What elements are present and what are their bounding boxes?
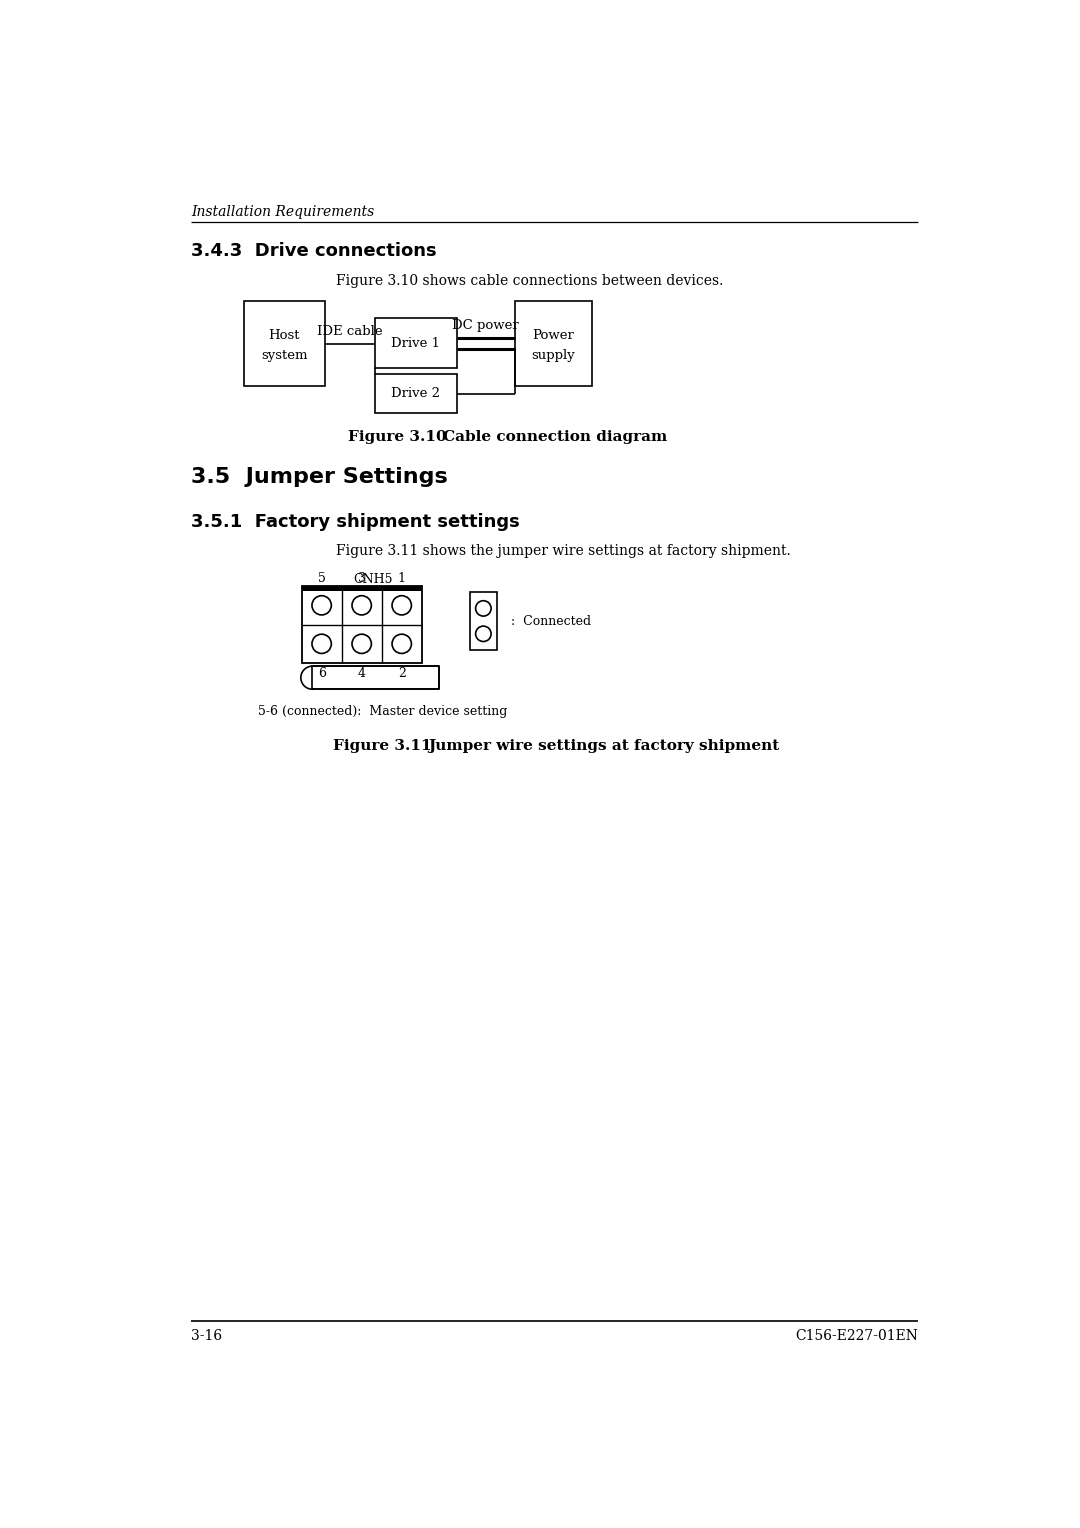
Text: 6: 6: [318, 666, 326, 680]
Text: Power: Power: [532, 330, 575, 342]
Text: 4: 4: [357, 666, 366, 680]
Text: 3-16: 3-16: [191, 1329, 221, 1343]
Text: Jumper wire settings at factory shipment: Jumper wire settings at factory shipment: [428, 740, 779, 753]
Text: Figure 3.10: Figure 3.10: [348, 429, 447, 443]
Circle shape: [475, 626, 491, 642]
Text: CNH5: CNH5: [353, 573, 393, 585]
Circle shape: [352, 634, 372, 654]
Bar: [243, 301, 325, 387]
Text: system: system: [261, 350, 308, 362]
Text: 3.4.3  Drive connections: 3.4.3 Drive connections: [191, 241, 436, 260]
Text: Figure 3.10 shows cable connections between devices.: Figure 3.10 shows cable connections betw…: [337, 274, 724, 289]
Text: 3.5.1  Factory shipment settings: 3.5.1 Factory shipment settings: [191, 513, 519, 530]
Text: Drive 2: Drive 2: [391, 387, 441, 400]
Circle shape: [392, 596, 411, 614]
Circle shape: [475, 601, 491, 616]
Bar: [375, 318, 457, 368]
Bar: [470, 593, 497, 649]
Text: Figure 3.11: Figure 3.11: [333, 740, 431, 753]
Bar: [312, 666, 438, 689]
Text: Figure 3.11 shows the jumper wire settings at factory shipment.: Figure 3.11 shows the jumper wire settin…: [337, 544, 792, 558]
Circle shape: [312, 634, 332, 654]
Bar: [301, 587, 422, 591]
Text: :  Connected: : Connected: [511, 614, 591, 628]
Text: 5: 5: [318, 571, 325, 585]
Text: Host: Host: [269, 330, 300, 342]
Circle shape: [392, 634, 411, 654]
Text: supply: supply: [531, 350, 576, 362]
Text: 2: 2: [397, 666, 406, 680]
Circle shape: [312, 596, 332, 614]
Bar: [301, 587, 422, 663]
Bar: [375, 374, 457, 413]
Text: 1: 1: [397, 571, 406, 585]
Text: Installation Requirements: Installation Requirements: [191, 205, 374, 219]
Text: 5-6 (connected):  Master device setting: 5-6 (connected): Master device setting: [258, 704, 508, 718]
Bar: [515, 301, 592, 387]
Text: 3.5  Jumper Settings: 3.5 Jumper Settings: [191, 466, 447, 487]
Text: C156-E227-01EN: C156-E227-01EN: [795, 1329, 918, 1343]
Text: DC power: DC power: [453, 318, 519, 332]
Text: 3: 3: [357, 571, 366, 585]
Text: Drive 1: Drive 1: [391, 336, 441, 350]
Text: Cable connection diagram: Cable connection diagram: [444, 429, 667, 443]
Text: IDE cable: IDE cable: [318, 325, 383, 338]
Circle shape: [352, 596, 372, 614]
